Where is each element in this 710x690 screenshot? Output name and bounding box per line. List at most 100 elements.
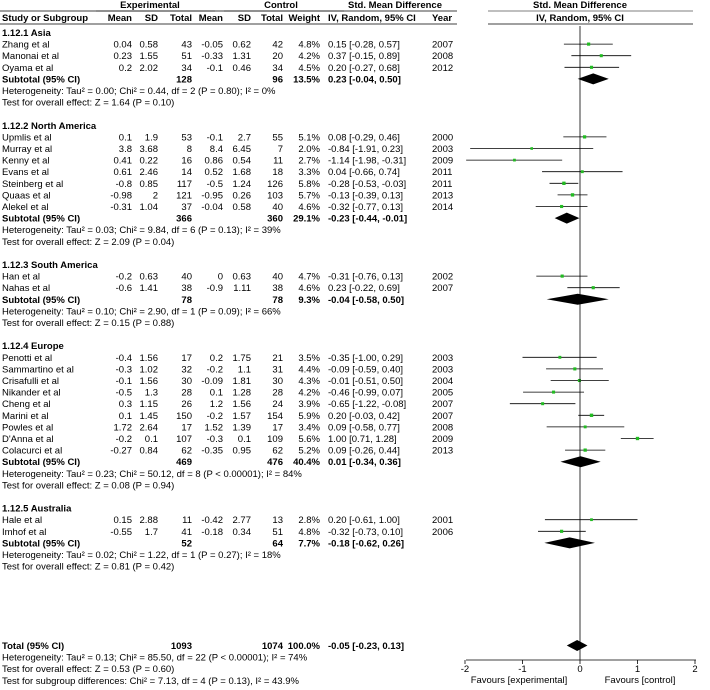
- ctl-sd: 0.54: [233, 156, 252, 167]
- exp-total: 17: [181, 422, 192, 433]
- ctl-mean: -0.1: [207, 63, 223, 74]
- exp-mean: -0.2: [116, 272, 132, 283]
- ctl-mean: 0: [218, 272, 223, 283]
- ctl-total: 96: [272, 74, 283, 85]
- ctl-total: 78: [272, 295, 283, 306]
- weight-value: 100.0%: [288, 641, 321, 652]
- ctl-sd: 0.58: [233, 202, 252, 213]
- subtotal-label: Subtotal (95% CI): [2, 457, 80, 468]
- year-value: 2003: [432, 353, 453, 364]
- point-estimate: [580, 170, 584, 174]
- exp-total: 150: [176, 411, 192, 422]
- weight-value: 4.6%: [298, 202, 320, 213]
- subtotal-diamond: [554, 212, 580, 224]
- ctl-total: 38: [272, 283, 283, 294]
- year-value: 2003: [432, 364, 453, 375]
- smd-ci-value: 1.00 [0.71, 1.28]: [328, 434, 397, 445]
- point-estimate: [583, 448, 587, 452]
- ctl-mean: 0.86: [205, 156, 224, 167]
- exp-sd: 2.64: [140, 422, 159, 433]
- control-header: Control: [264, 0, 298, 11]
- smd-ci-value: -0.35 [-1.00, 0.29]: [328, 353, 403, 364]
- subtotal-label: Subtotal (95% CI): [2, 74, 80, 85]
- year-value: 2014: [432, 202, 453, 213]
- weight-value: 5.9%: [298, 411, 320, 422]
- method-header: IV, Random, 95% CI: [328, 13, 416, 24]
- study-name: Zhang et al: [2, 40, 50, 51]
- ctl-mean: -0.05: [201, 40, 223, 51]
- plot-marks: [466, 42, 654, 651]
- exp-total: 34: [181, 63, 192, 74]
- year-value: 2007: [432, 399, 453, 410]
- point-estimate: [552, 390, 556, 394]
- study-name: Hale et al: [2, 515, 42, 526]
- ctl-total: 7: [278, 144, 283, 155]
- ctl-total: 40: [272, 272, 283, 283]
- ctl-mean: 8.4: [210, 144, 223, 155]
- study-name: Evans et al: [2, 167, 49, 178]
- exp-sd: 2: [153, 190, 158, 201]
- ctl-mean: -0.18: [201, 527, 223, 538]
- ctl-mean: -0.2: [207, 411, 223, 422]
- overall-effect-text: Test for overall effect: Z = 0.15 (P = 0…: [2, 318, 174, 329]
- study-name: Kenny et al: [2, 156, 50, 167]
- overall-effect-text: Test for overall effect: Z = 2.09 (P = 0…: [2, 237, 174, 248]
- point-estimate: [570, 193, 575, 197]
- year-value: 2008: [432, 51, 453, 62]
- smd-ci-value: 0.20 [-0.03, 0.42]: [328, 411, 400, 422]
- smd-ci-value: -0.18 [-0.62, 0.26]: [328, 538, 404, 549]
- overall-effect-text: Test for overall effect: Z = 1.64 (P = 0…: [2, 98, 174, 109]
- exp-total: 62: [181, 446, 192, 457]
- ctl-sd: 1.81: [233, 376, 252, 387]
- smd-ci-value: -0.46 [-0.99, 0.07]: [328, 388, 403, 399]
- year-value: 2013: [432, 190, 453, 201]
- exp-sd: 1.56: [140, 376, 159, 387]
- ctl-sd: 2.77: [233, 515, 252, 526]
- exp-sd: 0.1: [145, 434, 158, 445]
- exp-sd: 2.46: [140, 167, 159, 178]
- exp-sd: 0.84: [140, 446, 159, 457]
- point-estimate: [599, 54, 603, 58]
- smd-ci-value: -0.28 [-0.53, -0.03]: [328, 179, 406, 190]
- subtotal-diamond: [546, 293, 609, 305]
- year-value: 2007: [432, 283, 453, 294]
- weight-value: 3.5%: [298, 353, 320, 364]
- exp-mean: -0.8: [116, 179, 132, 190]
- ctl-total: 34: [272, 63, 283, 74]
- year-value: 2003: [432, 144, 453, 155]
- total-diamond: [566, 640, 588, 651]
- subtotal-label: Subtotal (95% CI): [2, 214, 80, 225]
- weight-value: 5.8%: [298, 179, 320, 190]
- smd-ci-value: -1.14 [-1.98, -0.31]: [328, 156, 406, 167]
- study-name: Colacurci et al: [2, 446, 62, 457]
- year-value: 2008: [432, 422, 453, 433]
- study-name: Penotti et al: [2, 353, 52, 364]
- weight-value: 4.8%: [298, 40, 320, 51]
- ctl-total: 1074: [262, 641, 284, 652]
- subgroup-title: 1.12.3 South America: [2, 260, 98, 271]
- exp-total: 1093: [171, 641, 192, 652]
- ctl-mean: -0.33: [201, 51, 223, 62]
- exp-total: 52: [181, 538, 192, 549]
- smd-ci-value: -0.32 [-0.77, 0.13]: [328, 202, 403, 213]
- point-estimate: [583, 425, 587, 429]
- exp-total: 11: [182, 515, 192, 526]
- weight-value: 2.8%: [298, 515, 320, 526]
- subgroup-differences-text: Test for subgroup differences: Chi² = 7.…: [2, 676, 300, 687]
- subgroup-title: 1.12.4 Europe: [2, 341, 64, 352]
- exp-total: 117: [177, 179, 192, 190]
- weight-value: 5.2%: [298, 446, 320, 457]
- smd-ci-value: 0.23 [-0.04, 0.50]: [328, 74, 401, 85]
- weight-value: 13.5%: [293, 74, 320, 85]
- ctl-sd: 1.75: [233, 353, 252, 364]
- point-estimate: [513, 158, 516, 162]
- study-name: Quaas et al: [2, 190, 51, 201]
- point-estimate: [587, 42, 591, 46]
- ctl-total: 62: [272, 446, 283, 457]
- ctl-total: 24: [272, 399, 283, 410]
- ctl-total: 55: [272, 132, 283, 143]
- ctl-mean: -0.2: [207, 364, 223, 375]
- point-estimate: [577, 378, 581, 383]
